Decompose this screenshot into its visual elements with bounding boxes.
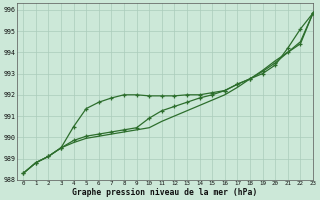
X-axis label: Graphe pression niveau de la mer (hPa): Graphe pression niveau de la mer (hPa) bbox=[72, 188, 258, 197]
